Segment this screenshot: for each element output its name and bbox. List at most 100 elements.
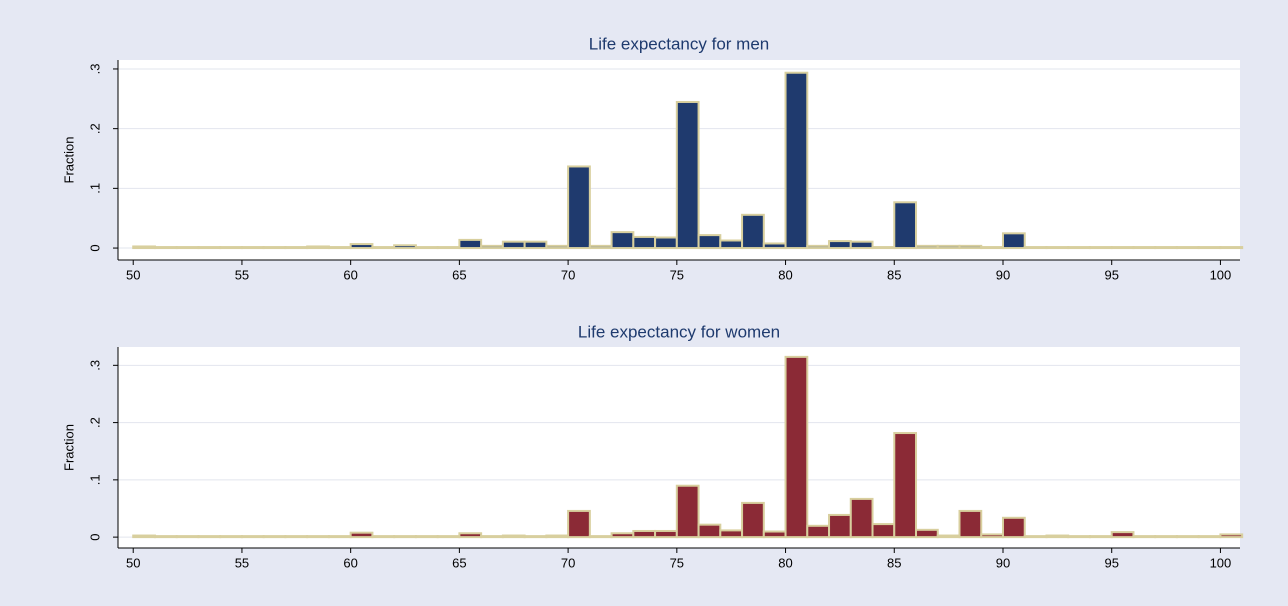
bar bbox=[784, 355, 809, 539]
bar bbox=[915, 528, 939, 539]
x-tick-label: 95 bbox=[1104, 555, 1118, 570]
bar bbox=[480, 244, 504, 250]
bar bbox=[175, 246, 200, 250]
y-tick-label: 0 bbox=[87, 534, 102, 541]
x-tick-label: 70 bbox=[561, 267, 575, 282]
bar bbox=[1219, 246, 1244, 250]
x-tick-label: 70 bbox=[561, 555, 575, 570]
bar bbox=[1197, 246, 1222, 250]
y-tick-label: 0 bbox=[87, 244, 102, 251]
bar bbox=[371, 246, 396, 250]
bar bbox=[654, 236, 678, 250]
bar bbox=[1023, 535, 1048, 539]
y-tick-label: .1 bbox=[87, 183, 102, 194]
bar bbox=[1197, 535, 1222, 539]
bar bbox=[719, 239, 744, 250]
bar bbox=[219, 246, 243, 250]
bar bbox=[632, 235, 657, 250]
bar bbox=[153, 535, 178, 539]
bar bbox=[806, 244, 831, 250]
bar bbox=[393, 244, 417, 250]
bar bbox=[132, 534, 156, 539]
y-tick-label: .3 bbox=[87, 64, 102, 75]
bar bbox=[1110, 531, 1135, 539]
x-tick-label: 75 bbox=[670, 267, 684, 282]
bar bbox=[610, 532, 635, 539]
bar bbox=[1045, 246, 1070, 250]
bar bbox=[588, 535, 613, 539]
bar bbox=[1045, 534, 1070, 539]
bar bbox=[610, 231, 635, 250]
bar bbox=[545, 534, 570, 539]
bar bbox=[306, 245, 330, 250]
y-axis-label: Fraction bbox=[61, 137, 76, 184]
x-tick-label: 75 bbox=[670, 555, 684, 570]
x-tick-label: 80 bbox=[778, 555, 792, 570]
bar bbox=[958, 244, 983, 250]
bar bbox=[458, 238, 483, 250]
y-tick-label: .3 bbox=[87, 360, 102, 371]
x-tick-label: 55 bbox=[235, 555, 249, 570]
bar bbox=[567, 165, 591, 250]
bar bbox=[980, 246, 1004, 250]
x-tick-label: 80 bbox=[778, 267, 792, 282]
bar bbox=[480, 535, 504, 539]
x-tick-label: 60 bbox=[343, 555, 357, 570]
x-tick-label: 65 bbox=[452, 267, 466, 282]
bar bbox=[719, 529, 744, 539]
bar bbox=[762, 530, 787, 539]
x-tick-label: 100 bbox=[1210, 555, 1232, 570]
bar bbox=[219, 535, 243, 539]
bar bbox=[132, 245, 156, 250]
x-tick-label: 65 bbox=[452, 555, 466, 570]
x-tick-label: 50 bbox=[126, 555, 140, 570]
chart-title: Life expectancy for women bbox=[578, 322, 780, 341]
bar bbox=[1175, 535, 1200, 539]
bar bbox=[436, 535, 461, 539]
bar bbox=[436, 246, 461, 250]
bar bbox=[1067, 246, 1091, 250]
bar bbox=[936, 244, 961, 250]
y-axis-label: Fraction bbox=[61, 424, 76, 471]
x-tick-label: 60 bbox=[343, 267, 357, 282]
bar bbox=[741, 213, 765, 250]
bar bbox=[1001, 232, 1026, 250]
bar bbox=[828, 240, 852, 250]
x-tick-label: 55 bbox=[235, 267, 249, 282]
bar bbox=[654, 529, 678, 539]
x-tick-label: 100 bbox=[1210, 267, 1232, 282]
bar bbox=[1023, 246, 1048, 250]
bar bbox=[284, 535, 309, 539]
bar bbox=[1175, 246, 1200, 250]
bar bbox=[697, 523, 722, 539]
bar bbox=[958, 509, 983, 539]
bar bbox=[893, 432, 918, 539]
x-tick-label: 85 bbox=[887, 267, 901, 282]
bar bbox=[349, 531, 374, 539]
x-tick-label: 85 bbox=[887, 555, 901, 570]
bar bbox=[371, 535, 396, 539]
x-tick-label: 90 bbox=[996, 555, 1010, 570]
y-tick-label: .1 bbox=[87, 474, 102, 485]
bar bbox=[871, 523, 896, 539]
bar bbox=[284, 246, 309, 250]
bar bbox=[414, 535, 439, 539]
bar bbox=[458, 532, 483, 539]
bar bbox=[327, 246, 352, 250]
y-tick-label: .2 bbox=[87, 417, 102, 428]
bar bbox=[175, 535, 200, 539]
bar bbox=[349, 243, 374, 250]
bar bbox=[1001, 516, 1026, 539]
bar bbox=[806, 524, 831, 539]
bar bbox=[197, 246, 222, 250]
bar bbox=[849, 240, 874, 250]
bar bbox=[1154, 246, 1178, 250]
bar bbox=[306, 535, 330, 539]
x-tick-label: 90 bbox=[996, 267, 1010, 282]
bar bbox=[327, 535, 352, 539]
bar bbox=[567, 509, 591, 539]
bar bbox=[1088, 246, 1113, 250]
bar bbox=[1132, 246, 1157, 250]
bar bbox=[197, 535, 222, 539]
